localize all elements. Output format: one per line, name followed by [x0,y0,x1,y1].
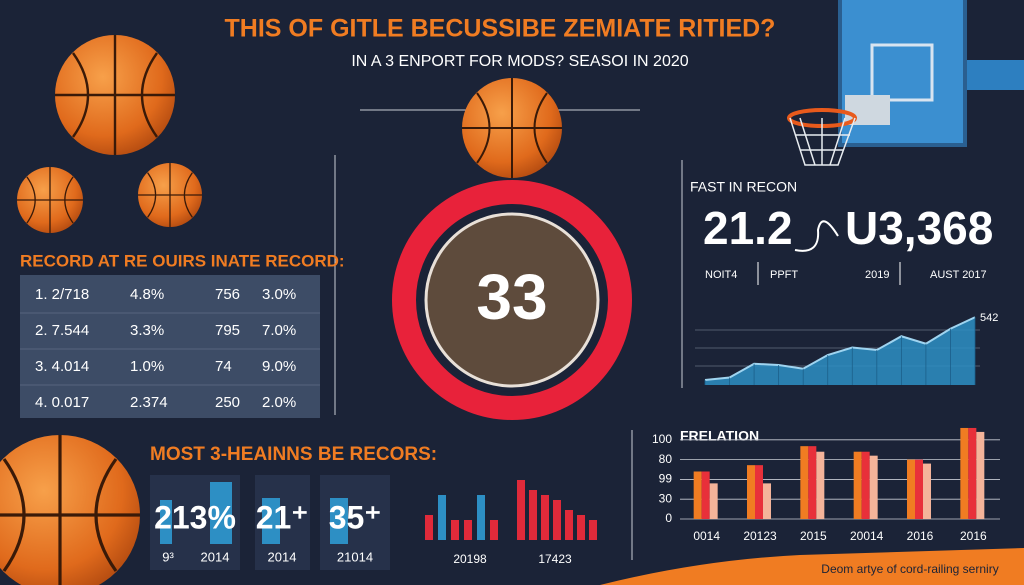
bar [960,427,969,519]
x-tick-label: 2015 [800,529,827,543]
bar [747,465,755,519]
table-cell: 1. 2/718 [35,286,89,303]
mini-bar [565,510,573,540]
x-tick-label: 2016 [907,529,934,543]
y-tick-label: 30 [659,491,673,505]
bar [976,431,985,519]
fast-title: FAST IN RECON [690,179,797,195]
center-value: 33 [476,261,547,333]
mini-bar [451,520,459,540]
basketball [137,162,203,228]
bar [709,483,718,519]
bar [755,465,763,519]
fast-label: 2019 [865,269,889,281]
fast-left: 21.2 [703,202,793,254]
area-fill [705,317,975,385]
table-cell: 795 [215,322,240,339]
table-cell: 2.0% [262,394,296,411]
mini-label: 17423 [538,552,572,566]
bar [923,463,931,519]
bar [853,451,862,519]
x-tick-label: 20123 [743,529,777,543]
ring [392,180,632,420]
stat-note: 9³ [162,549,174,564]
table-cell: 250 [215,394,240,411]
mini-bar [553,500,561,540]
mini-bar [438,495,446,540]
y-tick-label: 80 [659,452,673,466]
mini-bar [541,495,549,540]
table-cell: 2. 7.544 [35,322,89,339]
stat-year: 2014 [268,549,297,564]
table-cell: 4.8% [130,286,164,303]
table-cell: 3. 4.014 [35,358,89,375]
basketball [461,77,563,179]
table-cell: 3.0% [262,286,296,303]
title: THIS OF GITLE BECUSSIBE ZEMIATE RITIED? [225,15,776,43]
table-cell: 3.3% [130,322,164,339]
mini-bar [490,520,498,540]
disc [424,212,600,388]
table-cell: 1.0% [130,358,164,375]
subtitle: IN A 3 ENPORT FOR MODS? SEASOI IN 2020 [351,53,688,70]
bar [808,446,817,519]
arrow [794,220,839,252]
stat-value: 21⁺ [256,499,308,535]
table-box [20,275,320,418]
y-tick-label: 99 [659,472,673,486]
bar [968,427,977,519]
mini-bar [589,520,597,540]
fast-label: PPFT [770,269,798,281]
table-cell: 7.0% [262,322,296,339]
bar [869,455,878,519]
table-cell: 2.374 [130,394,168,411]
most-title: MOST 3-HEAINNS BE RECORS: [150,444,437,465]
bar [693,471,702,519]
basketball [53,33,177,157]
bar [861,451,870,519]
mini-bar [425,515,433,540]
stat-value: 35⁺ [329,499,381,535]
basketball [16,166,84,234]
x-tick-label: 0014 [693,529,720,543]
bar [800,446,809,519]
area-line [704,316,976,381]
x-tick-label: 2016 [960,529,987,543]
fast-label: NOIT4 [705,269,737,281]
y-tick-label: 100 [652,432,672,446]
stat-boxes [150,475,390,570]
bar [816,451,825,519]
bar [907,459,915,519]
bar-title: FRELATION [680,428,759,444]
bar [701,471,710,519]
mini-bar [577,515,585,540]
table-title: RECORD AT RE OUIRS INATE RECORD: [20,251,345,270]
bar [915,459,923,519]
footer-text: Deom artye of cord-railing serniry [821,562,998,576]
y-tick-label: 0 [665,511,672,525]
table-cell: 9.0% [262,358,296,375]
fast-label: AUST 2017 [930,269,987,281]
table-cell: 4. 0.017 [35,394,89,411]
fast-right: U3,368 [845,202,993,254]
fast-ticks [757,262,901,285]
stat-year: 21014 [337,549,373,564]
area-end-label: 542 [980,312,998,324]
mini-bar [464,520,472,540]
stat-value: 213% [154,499,236,535]
mini-label: 20198 [453,552,487,566]
stat-year: 2014 [201,549,230,564]
table-cell: 74 [215,358,232,375]
footer-swoosh [600,548,1024,585]
mini-bar [477,495,485,540]
bar [763,483,771,519]
hoop [787,0,1024,166]
mini-bar [517,480,525,540]
table-cell: 756 [215,286,240,303]
mini-bar [529,490,537,540]
x-tick-label: 20014 [850,529,884,543]
